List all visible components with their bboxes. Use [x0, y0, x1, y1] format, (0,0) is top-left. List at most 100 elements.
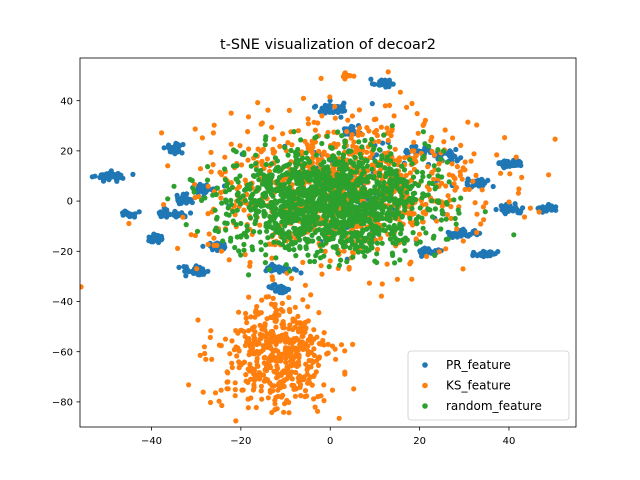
point-random_feature [370, 232, 376, 238]
point-KS_feature [244, 320, 250, 326]
point-KS_feature [305, 121, 311, 127]
point-PR_feature [493, 206, 499, 213]
point-random_feature [343, 184, 350, 190]
point-PR_feature [335, 109, 341, 115]
y-tick-label: −60 [52, 347, 73, 358]
point-random_feature [341, 233, 347, 239]
point-KS_feature [314, 334, 320, 340]
point-KS_feature [407, 170, 413, 176]
point-KS_feature [402, 155, 408, 161]
point-KS_feature [237, 362, 243, 368]
point-random_feature [360, 249, 366, 255]
point-KS_feature [318, 393, 324, 399]
point-KS_feature [293, 335, 299, 341]
point-KS_feature [318, 341, 324, 347]
point-random_feature [210, 192, 216, 198]
point-random_feature [339, 133, 345, 139]
point-KS_feature [378, 235, 384, 241]
point-random_feature [241, 241, 247, 248]
point-PR_feature [377, 80, 383, 86]
point-random_feature [262, 194, 268, 200]
point-random_feature [432, 186, 438, 192]
point-random_feature [420, 225, 426, 231]
point-KS_feature [208, 149, 214, 155]
point-random_feature [349, 182, 355, 189]
point-random_feature [234, 163, 240, 169]
point-random_feature [388, 158, 394, 164]
point-random_feature [363, 201, 369, 207]
point-random_feature [372, 184, 378, 190]
point-KS_feature [279, 370, 285, 376]
point-KS_feature [267, 389, 273, 395]
point-random_feature [246, 272, 252, 278]
point-KS_feature [310, 359, 316, 365]
point-KS_feature [421, 121, 427, 127]
point-random_feature [413, 216, 419, 222]
point-random_feature [326, 264, 332, 270]
point-random_feature [379, 240, 385, 246]
point-random_feature [273, 200, 280, 206]
point-random_feature [238, 234, 244, 240]
point-random_feature [368, 224, 374, 230]
point-KS_feature [346, 264, 352, 271]
point-KS_feature [384, 261, 390, 267]
point-KS_feature [226, 257, 232, 263]
point-random_feature [383, 173, 389, 180]
point-PR_feature [163, 210, 169, 216]
point-KS_feature [302, 388, 309, 394]
point-random_feature [282, 171, 288, 177]
point-KS_feature [420, 210, 426, 216]
point-random_feature [223, 189, 229, 195]
y-tick-label: 0 [67, 197, 73, 208]
point-KS_feature [305, 116, 311, 122]
point-random_feature [391, 222, 397, 229]
point-PR_feature [156, 210, 162, 216]
point-random_feature [388, 151, 394, 157]
point-KS_feature [257, 222, 263, 228]
point-KS_feature [395, 157, 401, 163]
point-KS_feature [280, 131, 286, 137]
point-KS_feature [376, 138, 382, 144]
point-random_feature [445, 236, 451, 242]
point-random_feature [220, 238, 226, 244]
point-PR_feature [106, 177, 112, 183]
point-KS_feature [385, 137, 391, 143]
point-random_feature [300, 165, 306, 171]
point-KS_feature [242, 177, 248, 183]
point-KS_feature [374, 246, 381, 252]
point-random_feature [440, 148, 447, 154]
point-random_feature [263, 252, 269, 258]
point-KS_feature [311, 396, 317, 402]
point-KS_feature [273, 347, 279, 353]
point-random_feature [331, 198, 337, 205]
point-KS_feature [414, 111, 420, 117]
point-random_feature [392, 200, 398, 206]
point-PR_feature [512, 201, 518, 207]
point-KS_feature [373, 127, 380, 134]
point-PR_feature [100, 178, 107, 184]
point-random_feature [286, 187, 292, 193]
point-random_feature [253, 167, 259, 173]
point-PR_feature [541, 205, 547, 211]
point-random_feature [431, 233, 437, 239]
point-random_feature [400, 237, 406, 243]
point-KS_feature [246, 146, 252, 152]
y-tick-label: 20 [60, 146, 73, 157]
point-PR_feature [485, 250, 491, 256]
point-random_feature [362, 137, 368, 144]
point-KS_feature [515, 190, 522, 196]
point-KS_feature [407, 261, 413, 267]
point-random_feature [233, 221, 239, 228]
point-KS_feature [434, 218, 440, 224]
point-KS_feature [311, 346, 317, 352]
point-random_feature [398, 178, 404, 184]
point-KS_feature [241, 207, 247, 213]
point-random_feature [238, 252, 244, 258]
point-KS_feature [333, 356, 339, 362]
point-random_feature [372, 258, 378, 264]
point-KS_feature [302, 282, 308, 288]
point-random_feature [263, 242, 269, 248]
point-PR_feature [187, 210, 194, 216]
point-KS_feature [236, 309, 242, 315]
point-KS_feature [439, 203, 445, 209]
